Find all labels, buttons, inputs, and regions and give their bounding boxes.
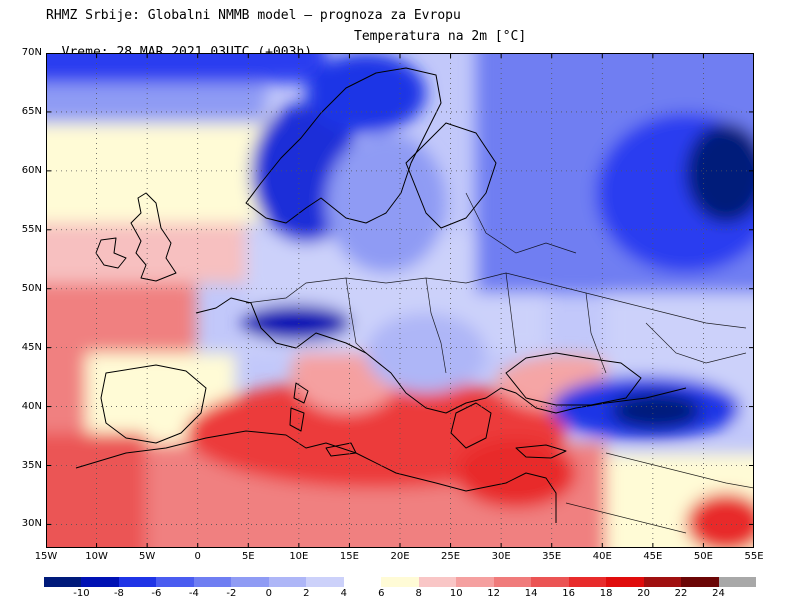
colorbar-label: 24 <box>712 588 725 599</box>
colorbar-label: 2 <box>303 588 310 599</box>
region-alps <box>241 305 351 341</box>
colorbar-label: -4 <box>188 588 199 599</box>
lon-label: 5E <box>241 551 255 562</box>
colorbar-label: -6 <box>151 588 162 599</box>
lat-label: 65N <box>21 105 42 117</box>
lon-label: 15E <box>339 551 359 562</box>
colorbar-swatch <box>493 577 532 587</box>
country-borders <box>245 192 754 534</box>
colorbar-swatch <box>306 577 345 587</box>
lon-label: 0 <box>194 551 201 562</box>
colorbar-label: 22 <box>674 588 688 599</box>
colorbar-label: -2 <box>226 588 237 599</box>
colorbar-label: 0 <box>265 588 273 599</box>
colorbar-swatch <box>268 577 307 587</box>
colorbar-swatch <box>643 577 682 587</box>
lon-label: 20E <box>390 551 410 562</box>
colorbar-swatch <box>418 577 457 587</box>
colorbar-label: -8 <box>113 588 124 599</box>
lon-label: 25E <box>441 551 461 562</box>
colorbar-swatch <box>381 577 420 587</box>
lon-label: 55E <box>744 551 764 562</box>
colorbar-label: 20 <box>637 588 650 599</box>
temperature-map[interactable] <box>46 53 754 548</box>
axis-ticks <box>46 53 754 548</box>
lon-label: 30E <box>491 551 511 562</box>
colorbar-label: 16 <box>562 588 575 599</box>
colorbar-swatch <box>718 577 757 587</box>
colorbar-swatch <box>568 577 607 587</box>
colorbar-swatch <box>681 577 720 587</box>
region-arctic-ocean <box>46 53 326 83</box>
region-sahara-west <box>46 433 146 548</box>
graticule <box>46 53 754 548</box>
lon-label: 5W <box>139 551 156 562</box>
variable-label: Temperatura na 2m [°C] <box>354 29 527 44</box>
lon-label: 50E <box>693 551 713 562</box>
colorbar-swatch <box>81 577 120 587</box>
colorbar-swatch <box>44 577 82 587</box>
lat-label: 50N <box>21 282 42 294</box>
colorbar-swatch <box>118 577 157 587</box>
colorbar-label: 8 <box>415 588 422 599</box>
colorbar-swatch <box>531 577 570 587</box>
lon-label: 10W <box>85 551 108 562</box>
lat-label: 60N <box>21 164 42 176</box>
lon-label: 10E <box>289 551 309 562</box>
map-title: RHMZ Srbije: Globalni NMMB model — progn… <box>46 8 461 23</box>
lon-label: 15W <box>34 551 58 562</box>
lat-label: 55N <box>21 223 42 235</box>
lon-label: 35E <box>542 551 562 562</box>
colorbar-swatch <box>343 577 382 587</box>
colorbar <box>44 577 757 587</box>
region-atlantic-pale <box>46 113 286 223</box>
lat-label: 70N <box>21 47 42 58</box>
region-scandinavia <box>326 133 446 273</box>
region-lapland <box>306 53 426 133</box>
colorbar-label: 4 <box>340 588 347 599</box>
region-russia-deep <box>686 123 754 223</box>
lat-label: 35N <box>21 459 42 471</box>
colorbar-label: -10 <box>73 588 90 599</box>
colorbar-label: 12 <box>487 588 501 599</box>
colorbar-swatch <box>606 577 645 587</box>
colorbar-swatch <box>456 577 495 587</box>
colorbar-label: 18 <box>599 588 613 599</box>
colorbar-label: 10 <box>449 588 463 599</box>
colorbar-label: 6 <box>378 588 385 599</box>
lat-label: 40N <box>21 400 42 412</box>
colorbar-swatch <box>193 577 232 587</box>
colorbar-swatch <box>231 577 270 587</box>
coastlines <box>75 67 687 523</box>
region-gulf <box>686 493 754 548</box>
lon-label: 40E <box>592 551 612 562</box>
colorbar-label: 14 <box>524 588 538 599</box>
colorbar-swatch <box>156 577 195 587</box>
lat-label: 30N <box>21 518 42 530</box>
region-turkey-core <box>611 393 701 429</box>
lon-label: 45E <box>643 551 663 562</box>
lat-label: 45N <box>21 341 42 353</box>
region-levant-sea <box>456 438 576 508</box>
region-balkans <box>366 313 486 393</box>
